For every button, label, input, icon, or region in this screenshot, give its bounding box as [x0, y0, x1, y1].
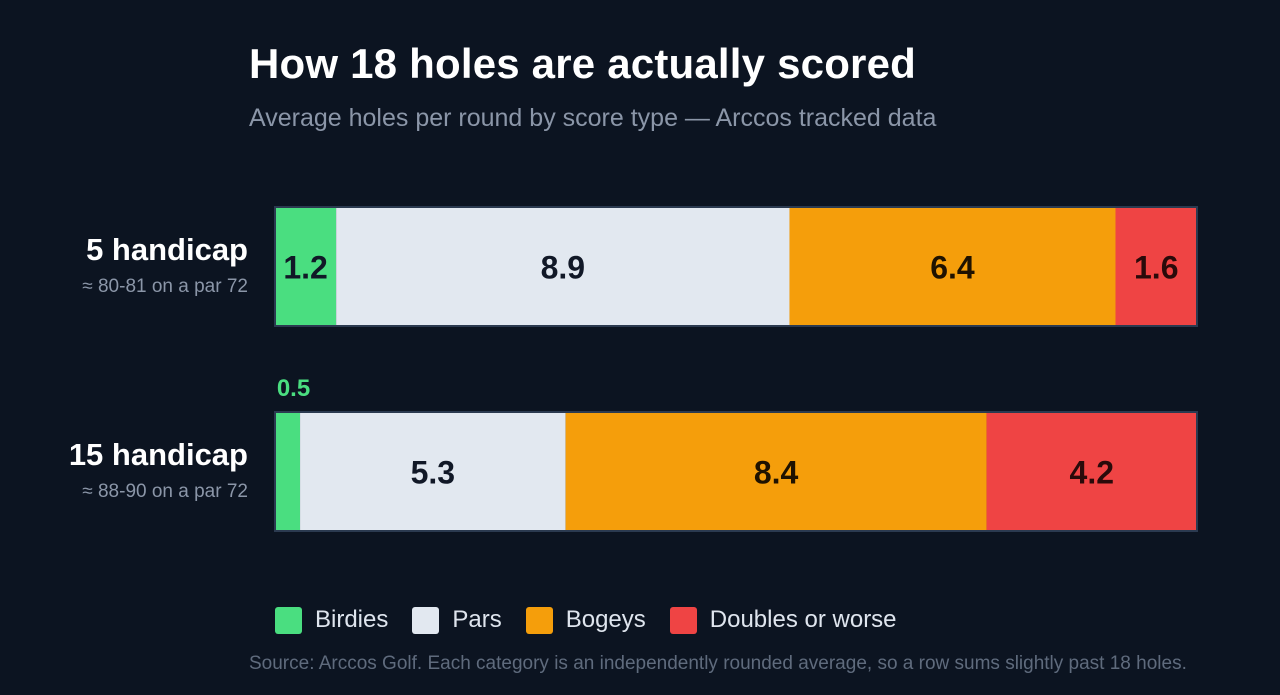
data-label: 1.6: [1134, 250, 1178, 286]
bar-segment-bogeys-5-handicap: [789, 207, 1116, 326]
data-label: 8.4: [754, 455, 799, 491]
category-label: 5 handicap: [86, 232, 248, 267]
bar-segment-birdies-15-handicap: [275, 412, 301, 531]
category-note: ≈ 80-81 on a par 72: [82, 276, 248, 297]
data-label: 4.2: [1070, 455, 1114, 491]
bar-segment-birdies-5-handicap: [275, 207, 337, 326]
row-label-15-handicap: 15 handicap ≈ 88-90 on a par 72: [69, 437, 248, 505]
legend-label: Pars: [452, 606, 502, 633]
data-label: 0.5: [277, 375, 310, 402]
legend-swatch: [275, 606, 302, 634]
chart-title: How 18 holes are actually scored: [249, 40, 917, 87]
data-label: 5.3: [411, 455, 455, 491]
bar-segment-pars-15-handicap: [300, 412, 566, 531]
bar-outline: [274, 411, 1198, 532]
chart-subtitle: Average holes per round by score type — …: [249, 104, 937, 132]
data-label: 6.4: [930, 250, 975, 286]
row-label-5-handicap: 5 handicap ≈ 80-81 on a par 72: [82, 232, 248, 300]
legend-item-pars: Pars: [412, 606, 502, 634]
data-label: 8.9: [541, 250, 585, 286]
legend-item-bogeys: Bogeys: [525, 606, 646, 634]
bar-segment-doubles-or-worse-15-handicap: [986, 412, 1197, 531]
legend-item-doubles: Doubles or worse: [669, 606, 897, 634]
legend-label: Bogeys: [565, 606, 646, 633]
legend-swatch: [525, 606, 553, 634]
category-note: ≈ 88-90 on a par 72: [82, 481, 248, 502]
legend: Birdies Pars Bogeys Doubles or worse: [275, 606, 921, 634]
source-note: Source: Arccos Golf. Each category is an…: [249, 653, 1187, 674]
legend-swatch: [669, 606, 697, 634]
legend-label: Birdies: [315, 606, 389, 633]
legend-label: Doubles or worse: [709, 606, 897, 633]
category-label: 15 handicap: [68, 437, 248, 472]
bar-segment-pars-5-handicap: [336, 207, 790, 326]
bar-outline: [274, 206, 1198, 327]
legend-swatch: [412, 606, 440, 634]
bar-segment-doubles-or-worse-5-handicap: [1115, 207, 1197, 326]
data-label: 1.2: [283, 250, 327, 286]
bar-segment-bogeys-15-handicap: [565, 412, 987, 531]
legend-item-birdies: Birdies: [275, 606, 388, 634]
